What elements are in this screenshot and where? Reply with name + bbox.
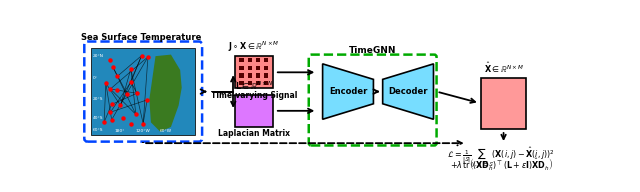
FancyBboxPatch shape xyxy=(264,74,268,78)
Polygon shape xyxy=(383,64,433,119)
FancyBboxPatch shape xyxy=(255,58,260,62)
FancyBboxPatch shape xyxy=(308,55,436,146)
Text: $\mathbf{L} \in \mathbb{R}^{N \times N}$: $\mathbf{L} \in \mathbb{R}^{N \times N}$ xyxy=(235,80,273,92)
Text: 60°W: 60°W xyxy=(160,129,172,133)
Polygon shape xyxy=(149,55,182,132)
FancyBboxPatch shape xyxy=(239,81,244,85)
FancyBboxPatch shape xyxy=(255,81,260,85)
Text: 180°: 180° xyxy=(115,129,125,133)
Polygon shape xyxy=(323,64,373,119)
Text: TimeGNN: TimeGNN xyxy=(349,46,396,55)
FancyBboxPatch shape xyxy=(255,66,260,70)
FancyBboxPatch shape xyxy=(255,74,260,78)
Text: 20°S: 20°S xyxy=(93,97,103,101)
Text: Sea Surface Temperature: Sea Surface Temperature xyxy=(81,33,202,42)
Text: 120°W: 120°W xyxy=(136,129,150,133)
Text: $+\lambda\,\mathrm{tr}\left((\hat{\mathbf{X}}\mathbf{D}_h)^\top(\mathbf{L}+\epsi: $+\lambda\,\mathrm{tr}\left((\hat{\mathb… xyxy=(450,157,553,173)
FancyBboxPatch shape xyxy=(248,81,252,85)
FancyBboxPatch shape xyxy=(239,58,244,62)
FancyBboxPatch shape xyxy=(248,74,252,78)
Text: 60°S: 60°S xyxy=(93,128,103,132)
FancyBboxPatch shape xyxy=(264,81,268,85)
Text: Encoder: Encoder xyxy=(329,87,367,96)
FancyBboxPatch shape xyxy=(264,66,268,70)
FancyBboxPatch shape xyxy=(248,58,252,62)
FancyBboxPatch shape xyxy=(239,74,244,78)
FancyBboxPatch shape xyxy=(248,66,252,70)
Text: $\mathcal{L} = \frac{1}{|\mathcal{S}|} \sum_{(i,j) \in \mathcal{S}} (\mathbf{X}(: $\mathcal{L} = \frac{1}{|\mathcal{S}|} \… xyxy=(447,146,555,170)
Text: $\hat{\mathbf{X}} \in \mathbb{R}^{N \times M}$: $\hat{\mathbf{X}} \in \mathbb{R}^{N \tim… xyxy=(484,61,524,75)
FancyBboxPatch shape xyxy=(239,66,244,70)
Text: 20°N: 20°N xyxy=(93,54,104,58)
Text: 40°S: 40°S xyxy=(93,116,103,120)
Text: 0°: 0° xyxy=(93,76,98,80)
FancyBboxPatch shape xyxy=(92,48,195,135)
Text: $\mathbf{J} \circ \mathbf{X} \in \mathbb{R}^{N \times M}$: $\mathbf{J} \circ \mathbf{X} \in \mathbb… xyxy=(228,39,280,54)
FancyBboxPatch shape xyxy=(481,78,526,128)
Text: Laplacian Matrix: Laplacian Matrix xyxy=(218,129,290,138)
FancyBboxPatch shape xyxy=(235,95,273,127)
FancyBboxPatch shape xyxy=(264,58,268,62)
FancyBboxPatch shape xyxy=(84,41,202,142)
Text: Time-varying Signal: Time-varying Signal xyxy=(211,91,297,100)
FancyBboxPatch shape xyxy=(235,56,273,89)
Text: Decoder: Decoder xyxy=(388,87,428,96)
